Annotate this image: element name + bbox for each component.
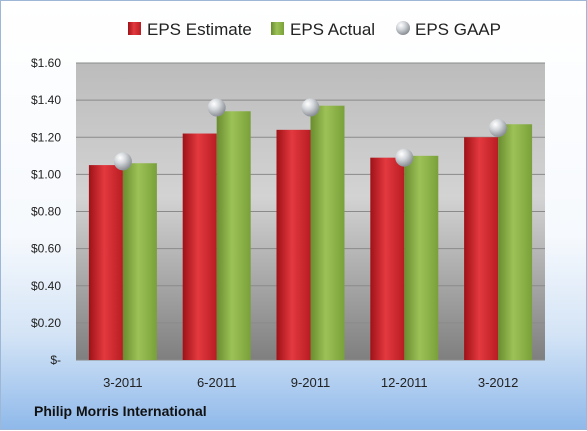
- x-tick-label: 9-2011: [291, 375, 331, 390]
- marker-eps-gaap: [207, 98, 226, 117]
- x-tick-label: 6-2011: [197, 375, 237, 390]
- y-tick-label: $1.40: [31, 93, 61, 107]
- y-tick-label: $-: [50, 353, 61, 367]
- bar-eps-estimate: [182, 133, 217, 360]
- y-tick-label: $0.80: [31, 205, 61, 219]
- company-name: Philip Morris International: [34, 403, 207, 419]
- y-tick-label: $0.60: [31, 242, 61, 256]
- legend-swatch-actual: [271, 22, 284, 35]
- legend: EPS Estimate EPS Actual EPS GAAP: [128, 20, 501, 39]
- legend-swatch-gaap: [396, 21, 410, 35]
- y-axis: $- $0.20 $0.40 $0.60 $0.80 $1.00 $1.20 $1.40 $1.…: [31, 56, 61, 367]
- x-tick-label: 12-2011: [381, 375, 428, 390]
- x-axis: 3-2011 6-2011 9-2011 12-2011 3-2012: [103, 375, 518, 390]
- gaap-markers: [113, 98, 508, 171]
- bar-eps-actual: [216, 111, 251, 360]
- legend-label-estimate: EPS Estimate: [147, 20, 252, 39]
- legend-label-actual: EPS Actual: [290, 20, 375, 39]
- marker-eps-gaap: [489, 118, 508, 137]
- bars: [88, 105, 533, 360]
- x-tick-label: 3-2011: [103, 375, 143, 390]
- marker-eps-gaap: [301, 98, 320, 117]
- y-tick-label: $0.40: [31, 279, 61, 293]
- bar-eps-estimate: [370, 157, 405, 360]
- marker-eps-gaap: [395, 148, 414, 167]
- bar-eps-estimate: [88, 165, 123, 360]
- y-tick-label: $1.20: [31, 130, 61, 144]
- bar-eps-actual: [498, 124, 533, 360]
- bar-eps-actual: [404, 155, 439, 360]
- bar-eps-estimate: [464, 137, 499, 360]
- legend-swatch-estimate: [128, 22, 141, 35]
- y-tick-label: $0.20: [31, 316, 61, 330]
- x-tick-label: 3-2012: [478, 375, 518, 390]
- marker-eps-gaap: [113, 152, 132, 171]
- y-tick-label: $1.00: [31, 167, 61, 181]
- legend-label-gaap: EPS GAAP: [415, 20, 501, 39]
- bar-eps-estimate: [276, 129, 311, 360]
- bar-eps-actual: [122, 163, 157, 360]
- bar-eps-actual: [310, 105, 345, 360]
- y-tick-label: $1.60: [31, 56, 61, 70]
